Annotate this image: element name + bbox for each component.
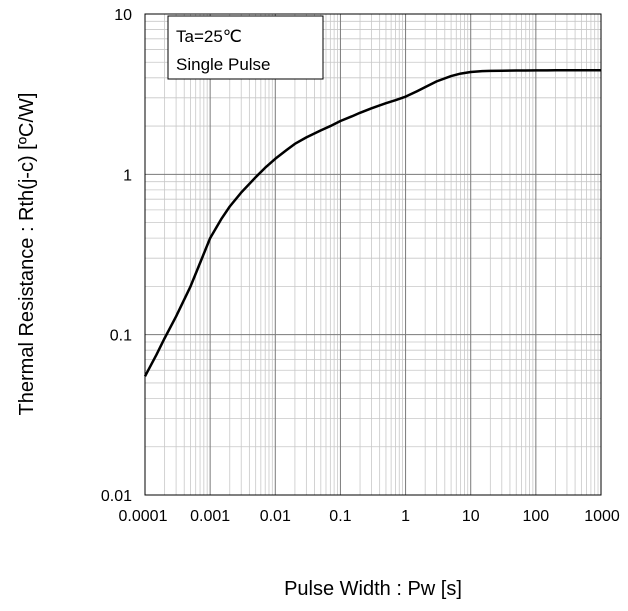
x-tick-label: 1000 [584, 508, 620, 525]
legend-line-2: Single Pulse [176, 55, 271, 74]
plot-background [145, 14, 601, 495]
series-line [143, 68, 601, 377]
y-axis-label: Thermal Resistance : Rth(j-c) [ºC/W] [16, 93, 38, 416]
x-axis-label: Pulse Width : Pw [s] [284, 578, 462, 600]
y-tick-label: 0.1 [110, 328, 132, 345]
x-tick-label: 1 [401, 508, 410, 525]
x-tick-label: 0.01 [260, 508, 291, 525]
x-tick-label: 0.001 [190, 508, 230, 525]
legend-line-1: Ta=25℃ [176, 27, 242, 46]
x-tick-label: 0.1 [329, 508, 351, 525]
plot-frame [144, 13, 602, 496]
y-tick-label: 0.01 [101, 488, 132, 505]
x-tick-label: 100 [523, 508, 550, 525]
y-tick-labels: 0.01 0.1 1 10 [101, 7, 132, 505]
y-tick-label: 1 [123, 167, 132, 184]
x-tick-label: 0.0001 [119, 508, 168, 525]
x-tick-labels: 0.0001 0.001 0.01 0.1 1 10 100 1000 [119, 508, 620, 525]
grid-minor [145, 14, 601, 495]
y-tick-label: 10 [114, 7, 132, 24]
x-tick-label: 10 [462, 508, 480, 525]
legend-box: Ta=25℃ Single Pulse [167, 15, 324, 80]
